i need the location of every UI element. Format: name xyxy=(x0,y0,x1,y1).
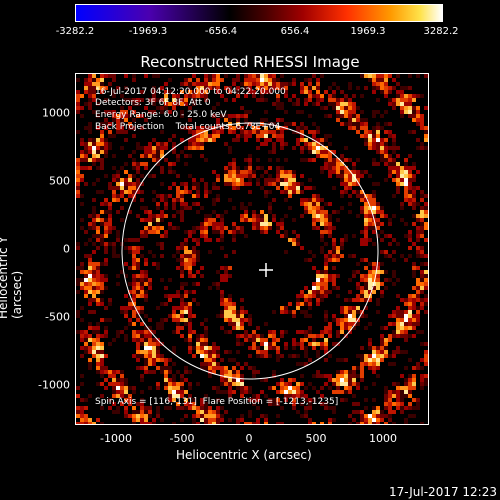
x-tick-neg500: -500 xyxy=(169,432,195,445)
y-tick-1000: 1000 xyxy=(42,106,70,120)
colorbar-label-5: 1969.3 xyxy=(350,26,386,37)
solar-limb-circle xyxy=(121,122,379,380)
info-line-method: Back Projection Total counts: 6.78E+04 xyxy=(95,122,281,132)
colorbar-label-4: 656.4 xyxy=(280,26,310,37)
noise-pattern xyxy=(76,74,428,424)
y-tick-500: 500 xyxy=(49,174,70,188)
spin-axis-cross-icon xyxy=(259,263,273,277)
info-line-time: 16-Jul-2017 04:12:20.000 to 04:22:20.000 xyxy=(95,87,286,97)
y-tick-neg1000: -1000 xyxy=(38,378,70,392)
image-plot xyxy=(76,74,428,424)
x-tick-0: 0 xyxy=(245,432,253,445)
colorbar-label-max: 3282.2 xyxy=(423,26,459,37)
image-title: Reconstructed RHESSI Image xyxy=(140,53,360,71)
info-line-energy: Energy Range: 6.0 - 25.0 keV xyxy=(95,110,227,120)
colorbar-label-3: -656.4 xyxy=(204,26,238,37)
x-tick-1000: 1000 xyxy=(369,432,397,445)
y-tick-neg500: -500 xyxy=(45,310,70,324)
info-line-footer: Spin Axis = [116,-131] Flare Position = … xyxy=(95,397,339,407)
image-plot-frame xyxy=(75,73,429,425)
x-tick-neg1000: -1000 xyxy=(100,432,132,445)
y-tick-0: 0 xyxy=(63,242,70,256)
colorbar-label-min: -3282.2 xyxy=(55,26,95,37)
info-line-detectors: Detectors: 3F 6F 8F, Att 0 xyxy=(95,98,211,108)
x-axis-label: Heliocentric X (arcsec) xyxy=(176,448,312,462)
x-tick-500: 500 xyxy=(305,432,327,445)
timestamp: 17-Jul-2017 12:23 xyxy=(388,485,497,499)
colorbar-label-2: -1969.3 xyxy=(128,26,168,37)
colorbar xyxy=(75,4,443,22)
y-axis-label: Heliocentric Y (arcsec) xyxy=(0,236,24,319)
